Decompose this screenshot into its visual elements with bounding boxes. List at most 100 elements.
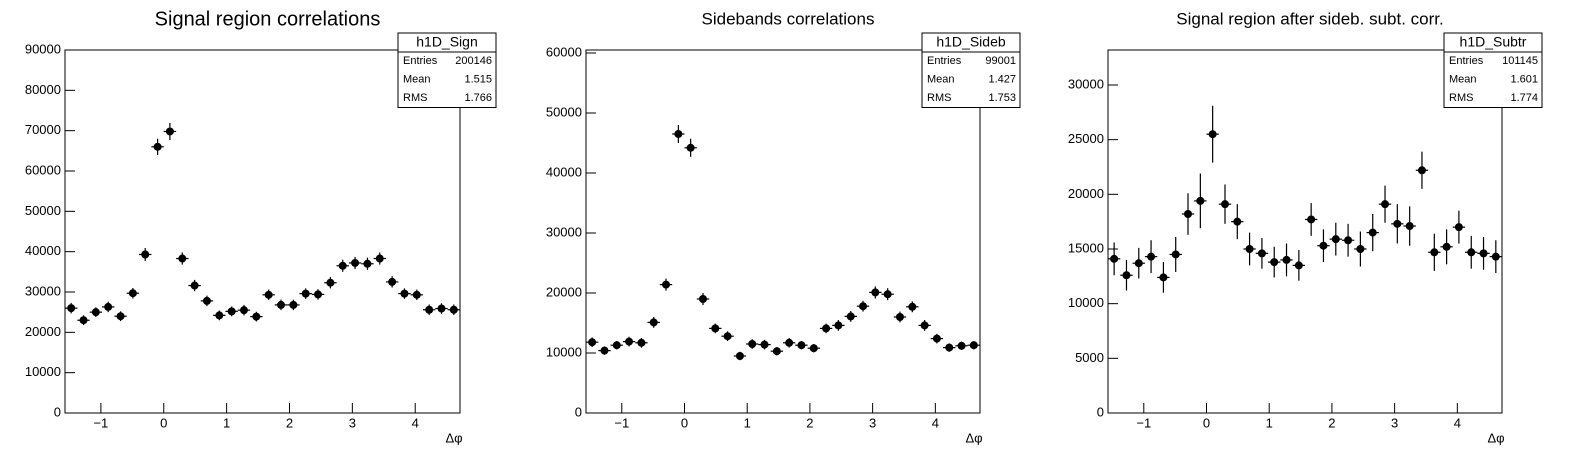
- y-tick-label: 50000: [546, 104, 582, 119]
- data-point: [190, 281, 199, 290]
- data-point: [1208, 130, 1217, 139]
- data-point: [662, 280, 671, 289]
- x-tick-label: 2: [806, 415, 813, 430]
- data-point: [314, 290, 323, 299]
- stats-box: [397, 32, 497, 108]
- x-axis-label: Δφ: [445, 430, 462, 445]
- data-point: [1147, 252, 1156, 261]
- data-point: [1233, 217, 1242, 226]
- stats-label: RMS: [403, 92, 427, 104]
- x-tick-label: 2: [286, 415, 293, 430]
- y-tick-label: 20000: [546, 284, 582, 299]
- stats-label: Mean: [927, 74, 955, 86]
- data-point: [1454, 223, 1463, 232]
- y-tick-label: 10000: [25, 364, 61, 379]
- data-point: [153, 142, 162, 151]
- data-point: [1122, 271, 1131, 280]
- data-point: [227, 307, 236, 316]
- x-tick-label: −1: [614, 415, 629, 430]
- stats-label: RMS: [927, 92, 951, 104]
- data-point: [425, 305, 434, 314]
- data-point: [1479, 249, 1488, 258]
- stats-value: 1.774: [1510, 92, 1538, 104]
- data-point: [128, 289, 137, 298]
- data-point: [1344, 236, 1353, 245]
- data-point: [785, 338, 794, 347]
- x-axis-label: Δφ: [965, 430, 982, 445]
- data-point: [141, 250, 150, 259]
- data-point: [264, 290, 273, 299]
- stats-title: h1D_Subtr: [1460, 34, 1527, 50]
- data-point: [883, 290, 892, 299]
- stats-label: Mean: [1449, 74, 1477, 86]
- data-point: [375, 254, 384, 263]
- x-tick-label: 1: [744, 415, 751, 430]
- data-point: [600, 346, 609, 355]
- y-tick-label: 60000: [25, 162, 61, 177]
- data-point: [1319, 241, 1328, 250]
- data-point: [1442, 242, 1451, 251]
- data-point: [437, 304, 446, 313]
- data-point: [67, 304, 76, 313]
- stats-box: [1443, 32, 1543, 108]
- x-tick-label: 3: [1391, 415, 1398, 430]
- y-tick-label: 25000: [1068, 131, 1104, 146]
- chart-title: Sidebands correlations: [702, 9, 875, 28]
- stats-label: RMS: [1449, 92, 1473, 104]
- data-point: [871, 288, 880, 297]
- data-point: [1171, 250, 1180, 259]
- data-point: [388, 277, 397, 286]
- data-point: [649, 318, 658, 327]
- data-point: [1159, 273, 1168, 282]
- data-point: [686, 143, 695, 152]
- data-point: [748, 340, 757, 348]
- data-point: [351, 258, 360, 267]
- data-point: [772, 347, 781, 356]
- y-tick-label: 0: [1097, 404, 1104, 419]
- data-point: [797, 341, 806, 350]
- data-point: [859, 302, 868, 311]
- data-point: [1245, 244, 1254, 253]
- y-tick-label: 15000: [1068, 240, 1104, 255]
- data-point: [1307, 215, 1316, 224]
- data-point: [945, 343, 954, 352]
- data-point: [239, 306, 248, 315]
- x-tick-label: −1: [1136, 415, 1151, 430]
- data-point: [1331, 235, 1340, 244]
- data-point: [760, 340, 769, 349]
- data-point: [400, 289, 409, 298]
- stats-value: 1.753: [988, 92, 1016, 104]
- data-point: [895, 313, 904, 321]
- data-point: [1368, 228, 1377, 237]
- data-point: [202, 296, 211, 305]
- data-point: [1405, 222, 1414, 231]
- data-point: [1134, 259, 1143, 268]
- y-tick-label: 30000: [25, 283, 61, 298]
- x-tick-label: 1: [1266, 415, 1273, 430]
- y-tick-label: 10000: [546, 344, 582, 359]
- data-point: [301, 289, 310, 298]
- y-tick-label: 5000: [1075, 350, 1104, 365]
- stats-value: 200146: [455, 55, 492, 67]
- data-point: [289, 300, 298, 309]
- stats-value: 99001: [985, 55, 1016, 67]
- plot-frame: [585, 49, 981, 414]
- data-point: [1381, 200, 1390, 209]
- data-point: [612, 341, 621, 350]
- x-tick-label: 0: [160, 415, 167, 430]
- x-tick-label: 4: [412, 415, 419, 430]
- data-point: [252, 312, 261, 321]
- y-tick-label: 40000: [25, 243, 61, 258]
- x-tick-label: 3: [349, 415, 356, 430]
- data-point: [338, 261, 347, 270]
- x-tick-label: 0: [1203, 415, 1210, 430]
- data-point: [79, 316, 88, 325]
- data-point: [165, 127, 174, 136]
- y-tick-label: 10000: [1068, 295, 1104, 310]
- data-point: [116, 312, 125, 321]
- plot-frame: [1107, 49, 1503, 414]
- x-tick-label: 2: [1328, 415, 1335, 430]
- data-point: [809, 344, 818, 353]
- data-point: [363, 259, 372, 268]
